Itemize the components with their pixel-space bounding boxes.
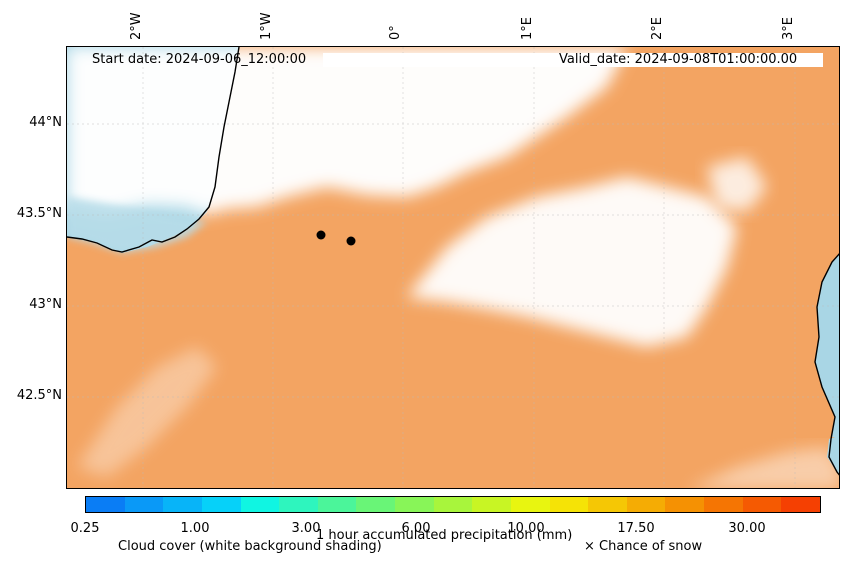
colorbar-segment-13 <box>588 497 627 512</box>
location-marker-2 <box>346 236 356 246</box>
lat-label-43n: 43°N <box>29 297 62 312</box>
colorbar-tick-0: 0.25 <box>70 521 100 536</box>
colorbar-segment-2 <box>163 497 202 512</box>
colorbar-segment-6 <box>317 497 357 512</box>
colorbar-segment-10 <box>472 497 511 512</box>
graticule <box>67 47 839 488</box>
cloud-cover-legend: Cloud cover (white background shading) <box>118 539 382 554</box>
start-date-label: Start date: 2024-09-06_12:00:00 <box>92 52 307 67</box>
colorbar-title: 1 hour accumulated precipitation (mm) <box>316 528 573 543</box>
colorbar-segment-1 <box>124 497 164 512</box>
colorbar-segment-4 <box>240 497 280 512</box>
lat-label-43-5n: 43.5°N <box>16 206 62 221</box>
colorbar-segment-12 <box>549 497 589 512</box>
colorbar-segment-16 <box>704 497 743 512</box>
sea-mediterranean <box>815 254 839 437</box>
map-panel[interactable] <box>66 46 840 489</box>
colorbar-segment-9 <box>433 497 473 512</box>
coastline-atlantic <box>67 47 240 253</box>
snow-chance-legend: × Chance of snow <box>584 539 703 554</box>
colorbar-segment-5 <box>279 497 318 512</box>
colorbar-tick-6: 30.00 <box>728 521 766 536</box>
colorbar-tick-2: 3.00 <box>291 521 321 536</box>
cloud-cover-northeast <box>707 157 767 212</box>
colorbar-segment-14 <box>626 497 666 512</box>
cloud-cover-southwest <box>77 347 217 477</box>
colorbar-tick-1: 1.00 <box>180 521 210 536</box>
colorbar-segment-8 <box>395 497 434 512</box>
colorbar-tick-5: 17.50 <box>617 521 655 536</box>
colorbar-segment-15 <box>665 497 704 512</box>
colorbar-segment-3 <box>201 497 241 512</box>
colorbar-segment-17 <box>742 497 782 512</box>
precipitation-colorbar <box>85 496 821 513</box>
colorbar-tick-4: 10.00 <box>507 521 545 536</box>
map-canvas <box>67 47 839 488</box>
lat-label-42-5n: 42.5°N <box>16 388 62 403</box>
colorbar-segment-7 <box>356 497 395 512</box>
colorbar-tick-3: 6.00 <box>401 521 431 536</box>
location-marker-1 <box>316 230 326 240</box>
lat-label-44n: 44°N <box>29 115 62 130</box>
colorbar-segment-11 <box>510 497 550 512</box>
cloud-cover-southeast <box>691 447 839 488</box>
colorbar-segment-0 <box>86 497 125 512</box>
cloud-cover-north <box>67 47 627 215</box>
colorbar-segment-18 <box>781 497 820 512</box>
coastline-mediterranean <box>814 253 839 476</box>
cloud-cover-central <box>407 177 737 347</box>
sea-shade <box>67 197 207 253</box>
header-strip <box>323 53 823 67</box>
valid-date-label: Valid_date: 2024-09-08T01:00:00.00 <box>559 52 798 67</box>
